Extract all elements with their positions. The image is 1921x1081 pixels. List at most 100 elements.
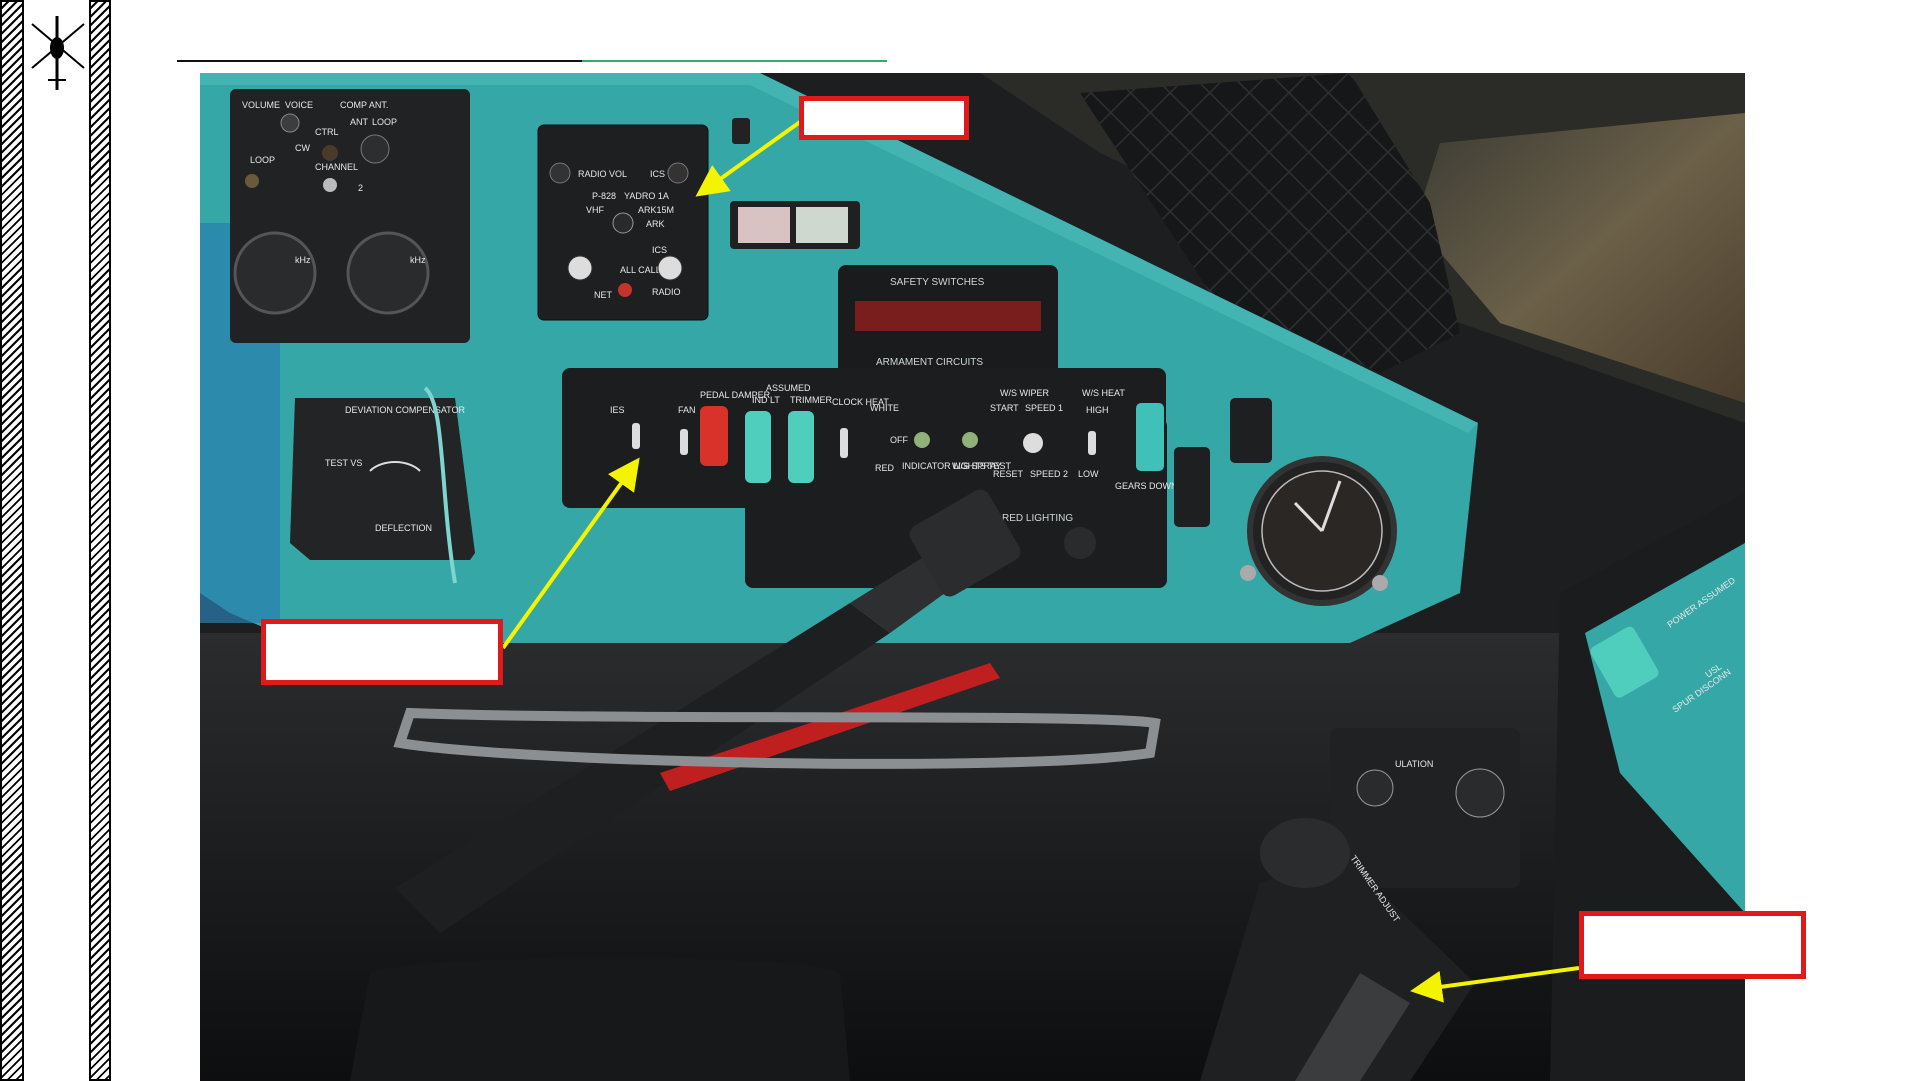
label-ulation: ULATION (1395, 759, 1433, 769)
label-red-lighting: RED LIGHTING (1002, 513, 1073, 524)
label-loop: LOOP (372, 117, 397, 127)
label-ws-spray: W/S SPRAY (952, 461, 1001, 471)
label-deflection: DEFLECTION (375, 523, 432, 533)
label-speed2: SPEED 2 (1030, 469, 1068, 479)
radio-control-box: RADIO VOL ICS VOL P-828 YADRO 1A ARK15M … (537, 124, 709, 321)
label-indicator-lights-test: INDICATOR LIGHTS TEST (902, 461, 1012, 471)
label-ws-wiper: W/S WIPER (1000, 388, 1049, 398)
top-toggle-switch[interactable] (732, 118, 750, 144)
label-khz-left: kHz (295, 255, 311, 265)
label-yadro: YADRO 1A (624, 191, 669, 201)
cockpit-clock (1240, 456, 1397, 606)
right-hatched-border (89, 0, 111, 1081)
label-ctrl: CTRL (315, 127, 339, 137)
gears-down-switch[interactable] (1136, 403, 1164, 471)
adf-left-dial[interactable] (233, 231, 317, 315)
callout-box-top (799, 96, 969, 140)
small-switch-group (1174, 447, 1210, 527)
label-ark15m: ARK15M (638, 205, 674, 215)
clock-heat-toggle[interactable] (840, 428, 848, 458)
channel-switch[interactable] (323, 178, 337, 192)
callout-box-right (1579, 911, 1806, 979)
deflection-scale (369, 461, 421, 472)
label-channel: CHANNEL (315, 162, 358, 172)
clock-knob-left[interactable] (1240, 565, 1256, 581)
label-ark: ARK (646, 219, 665, 229)
net-switch[interactable] (567, 255, 593, 281)
radio-vol-knob[interactable] (549, 162, 571, 184)
ind-lt-switch[interactable] (745, 411, 771, 483)
clock-hand-minute (1320, 480, 1342, 532)
window-glass (1415, 113, 1745, 403)
label-test-vs: TEST VS (325, 458, 362, 468)
label-ant: ANT (350, 117, 369, 127)
indicator-lamps (730, 201, 860, 249)
label-fan: FAN (678, 405, 696, 415)
lower-right-dial[interactable] (1455, 768, 1505, 818)
label-cw: CW (295, 143, 310, 153)
label-voice: VOICE (285, 100, 313, 110)
label-ies: IES (610, 405, 625, 415)
loop-knob[interactable] (245, 174, 259, 188)
lower-left-dial[interactable] (1356, 769, 1394, 807)
label-all-call: ALL CALL (620, 265, 661, 275)
trimmer-switch[interactable] (788, 411, 814, 483)
pedal-damper-switch[interactable] (700, 406, 728, 466)
label-loop-2: LOOP (250, 155, 275, 165)
lower-right-control-box (1330, 728, 1520, 888)
label-low: LOW (1078, 469, 1099, 479)
clock-hand-hour (1293, 501, 1324, 533)
fan-toggle[interactable] (680, 429, 688, 455)
cockpit-illustration: VOLUME VOICE COMP ANT. CTRL ANT LOOP CW … (200, 73, 1745, 1081)
cockpit-photo: VOLUME VOICE COMP ANT. CTRL ANT LOOP CW … (200, 73, 1745, 1081)
label-white: WHITE (870, 403, 899, 413)
ctrl-knob[interactable] (322, 145, 338, 161)
left-hatched-border (0, 0, 24, 1081)
ws-spray-button[interactable] (962, 432, 978, 448)
power-assumed-switch[interactable] (1588, 625, 1660, 700)
label-off: OFF (890, 435, 908, 445)
label-start: START (990, 403, 1019, 413)
wire-loop (423, 386, 457, 584)
label-pedal-damper: PEDAL DAMPER (700, 390, 771, 400)
safety-switch-guards[interactable] (855, 301, 1041, 331)
label-ws-heat: W/S HEAT (1082, 388, 1125, 398)
helicopter-logo-icon (31, 16, 85, 90)
label-trimmer: TRIMMER (790, 395, 832, 405)
callout-box-left (261, 619, 503, 685)
title-rule-green (582, 60, 887, 62)
padded-glareshield (1080, 73, 1460, 373)
label-gears-down: GEARS DOWN (1115, 481, 1178, 491)
ics-vol-knob[interactable] (667, 162, 689, 184)
label-speed1: SPEED 1 (1025, 403, 1063, 413)
radio-selector[interactable] (612, 212, 634, 234)
comp-ant-selector[interactable] (360, 134, 390, 164)
indicator-lights-test-button[interactable] (914, 432, 930, 448)
label-clock-heat: CLOCK HEAT (832, 397, 889, 407)
cyclic-stick[interactable]: TRIMMER ADJUST (1200, 818, 1475, 1081)
collective-lever[interactable] (393, 486, 1161, 933)
safety-switches-panel: SAFETY SWITCHES ARMAMENT CIRCUITS (838, 265, 1058, 380)
ws-heat-toggle[interactable] (1088, 431, 1096, 455)
adf-right-dial[interactable] (346, 231, 430, 315)
label-comp-ant: COMP ANT. (340, 100, 388, 110)
rotary-switch-box[interactable] (1230, 398, 1272, 463)
all-call-button[interactable] (618, 283, 632, 297)
label-ind-lt: IND LT (752, 395, 780, 405)
label-radio: RADIO (652, 287, 681, 297)
label-channel-2: 2 (358, 183, 363, 193)
label-net: NET (594, 290, 613, 300)
ws-wiper-selector[interactable] (1023, 433, 1043, 453)
red-lighting-knob-2[interactable] (1064, 527, 1096, 559)
volume-knob[interactable] (280, 113, 300, 133)
label-high: HIGH (1086, 405, 1109, 415)
ics-radio-switch[interactable] (657, 255, 683, 281)
label-red: RED (875, 463, 895, 473)
clock-knob-right[interactable] (1372, 575, 1388, 591)
label-ics: ICS (652, 245, 667, 255)
ies-toggle[interactable] (632, 423, 640, 449)
title-rule-dark (177, 60, 582, 62)
label-deviation-compensator: DEVIATION COMPENSATOR (345, 405, 466, 415)
label-p828: P-828 (592, 191, 616, 201)
label-volume: VOLUME (242, 100, 280, 110)
